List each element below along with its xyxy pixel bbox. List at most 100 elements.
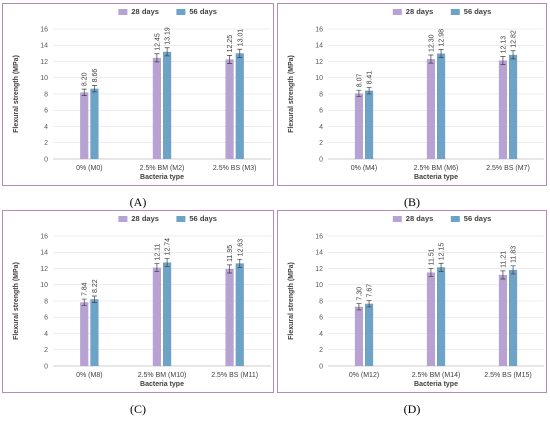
category-label: 0% (M12) <box>349 372 379 379</box>
category-label: 2.5% BS (M15) <box>484 372 531 379</box>
y-tick-label: 6 <box>44 315 48 322</box>
y-axis-title: Flexural strength (MPa) <box>13 55 20 133</box>
y-tick-label: 16 <box>315 26 323 33</box>
y-tick-label: 8 <box>44 298 48 305</box>
error-bar <box>510 265 516 275</box>
y-tick-label: 4 <box>319 124 323 131</box>
legend-swatch-56-days <box>450 216 460 222</box>
x-axis-title: Bacteria type <box>140 174 184 181</box>
error-bar <box>366 87 372 95</box>
y-tick-label: 8 <box>44 91 48 98</box>
y-tick-label: 0 <box>319 363 323 370</box>
data-label: 13.19 <box>165 27 172 45</box>
y-tick-label: 12 <box>40 266 48 273</box>
legend-label: 56 days <box>464 214 492 223</box>
legend-label: 56 days <box>189 7 217 16</box>
bar-56-days <box>163 51 172 159</box>
error-bar <box>164 258 170 267</box>
chart-panel-b: 0 2 4 6 8 10 12 14 16 Flexural strength (MPa) Bact… <box>277 3 547 186</box>
category-label: 2.5% BS (M11) <box>211 372 258 379</box>
bar-28-days <box>225 268 234 366</box>
error-bar <box>428 54 434 64</box>
legend-swatch-28-days <box>392 216 402 222</box>
error-bar <box>91 295 97 303</box>
chart-panel-c: 0 2 4 6 8 10 12 14 16 Flexural strength (MPa) Bact… <box>2 210 274 393</box>
error-bar <box>91 85 97 93</box>
legend-swatch-28-days <box>118 9 128 15</box>
bar-56-days <box>509 269 518 366</box>
error-bar <box>227 264 233 274</box>
bar-56-days <box>235 263 244 366</box>
y-tick-label: 12 <box>40 59 48 66</box>
panel-label: (C) <box>130 402 146 416</box>
y-tick-label: 0 <box>319 156 323 163</box>
data-label: 12.45 <box>154 33 161 51</box>
data-label: 11.51 <box>428 248 435 265</box>
y-tick-label: 14 <box>40 250 48 257</box>
error-bar <box>237 258 243 268</box>
bar-56-days <box>90 299 99 366</box>
bar-28-days <box>225 59 234 159</box>
bar-56-days <box>235 53 244 160</box>
data-label: 8.41 <box>367 71 374 85</box>
y-tick-label: 6 <box>319 315 323 322</box>
y-axis-title: Flexural strength (MPa) <box>288 262 295 340</box>
data-label: 12.13 <box>500 36 507 54</box>
error-bar <box>227 55 233 64</box>
x-axis-title: Bacteria type <box>414 174 458 181</box>
error-bar <box>438 262 444 272</box>
category-label: 2.5% BM (M6) <box>414 165 459 172</box>
bar-56-days <box>437 53 446 159</box>
data-label: 8.22 <box>92 279 99 293</box>
y-tick-label: 0 <box>44 363 48 370</box>
y-tick-label: 14 <box>315 43 323 50</box>
y-tick-label: 10 <box>315 282 323 289</box>
y-axis-title: Flexural strength (MPa) <box>13 262 20 340</box>
data-label: 12.11 <box>154 243 161 260</box>
data-label: 12.82 <box>511 30 518 48</box>
error-bar <box>510 50 516 60</box>
panel-label: (A) <box>130 195 147 209</box>
legend-label: 28 days <box>406 7 434 16</box>
legend-label: 28 days <box>406 214 434 223</box>
y-tick-label: 10 <box>315 75 323 82</box>
y-tick-label: 4 <box>319 331 323 338</box>
y-tick-label: 16 <box>315 233 323 240</box>
data-label: 12.15 <box>439 243 446 261</box>
category-label: 2.5% BM (M2) <box>140 165 185 172</box>
legend-label: 56 days <box>189 214 217 223</box>
x-axis-title: Bacteria type <box>414 381 458 388</box>
category-label: 2.5% BM (M10) <box>138 372 187 379</box>
data-label: 12.25 <box>227 35 234 53</box>
bar-56-days <box>163 262 172 366</box>
category-label: 0% (M4) <box>351 165 377 172</box>
data-label: 12.98 <box>439 29 446 47</box>
y-tick-label: 8 <box>319 91 323 98</box>
data-label: 11.21 <box>500 251 507 268</box>
y-tick-label: 2 <box>319 347 323 354</box>
error-bar <box>438 49 444 58</box>
y-tick-label: 16 <box>40 26 48 33</box>
data-label: 7.30 <box>356 287 363 301</box>
legend-swatch-56-days <box>176 216 186 222</box>
y-tick-label: 2 <box>44 140 48 147</box>
y-tick-label: 6 <box>319 108 323 115</box>
category-label: 2.5% BS (M7) <box>486 165 530 172</box>
data-label: 7.67 <box>367 284 374 298</box>
error-bar <box>356 303 362 311</box>
y-tick-label: 2 <box>44 347 48 354</box>
error-bar <box>500 270 506 280</box>
legend-swatch-28-days <box>392 9 402 15</box>
y-tick-label: 6 <box>44 108 48 115</box>
category-label: 2.5% BM (M14) <box>412 372 461 379</box>
y-tick-label: 0 <box>44 156 48 163</box>
bar-28-days <box>80 302 89 366</box>
error-bar <box>356 89 362 98</box>
y-tick-label: 16 <box>40 233 48 240</box>
y-axis-title: Flexural strength (MPa) <box>288 55 295 133</box>
bar-56-days <box>365 303 374 366</box>
category-label: 0% (M0) <box>76 165 102 172</box>
bar-28-days <box>426 59 435 159</box>
bar-56-days <box>437 267 446 366</box>
error-bar <box>237 48 243 58</box>
